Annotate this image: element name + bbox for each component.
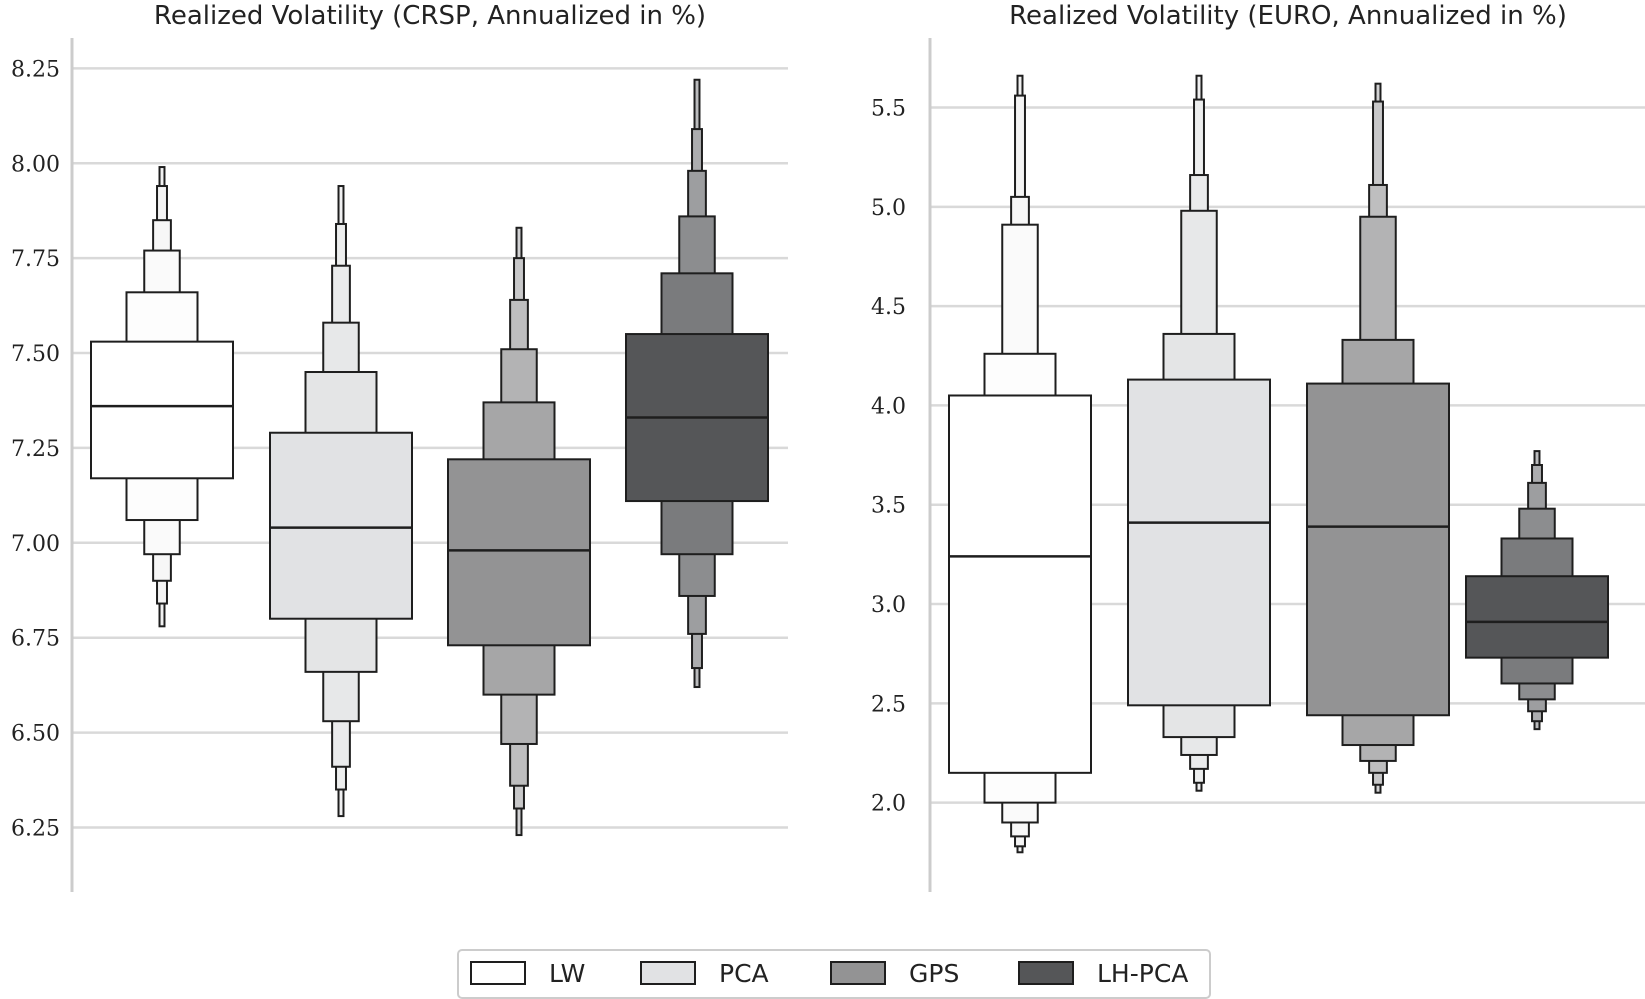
boxen-level-1	[90, 340, 234, 480]
legend-label: PCA	[719, 959, 769, 988]
legend-item-lw: LW	[470, 959, 585, 988]
panel-title: Realized Volatility (CRSP, Annualized in…	[154, 1, 706, 31]
y-tick-label: 8.25	[11, 57, 60, 82]
boxen-series-lw	[90, 166, 234, 628]
boxen-series-lw	[948, 74, 1092, 854]
legend-label: LH-PCA	[1097, 959, 1188, 988]
y-tick-label: 4.0	[871, 394, 906, 419]
y-tick-label: 7.50	[11, 342, 60, 367]
boxen-series-lh-pca	[625, 78, 769, 689]
euro-panel: Realized Volatility (EURO, Annualized in…	[871, 1, 1645, 892]
boxen-series-pca	[269, 185, 413, 818]
y-tick-label: 4.5	[871, 295, 906, 320]
y-tick-label: 6.25	[11, 816, 60, 841]
boxen-level-1	[1127, 378, 1271, 707]
y-tick-label: 5.0	[871, 196, 906, 221]
y-tick-label: 3.5	[871, 494, 906, 519]
y-tick-label: 7.25	[11, 437, 60, 462]
boxen-level-1	[447, 458, 591, 647]
y-tick-label: 6.50	[11, 722, 60, 747]
boxen-series-gps	[447, 226, 591, 837]
panel-title: Realized Volatility (EURO, Annualized in…	[1009, 1, 1567, 31]
legend-swatch	[640, 961, 696, 985]
boxen-series-pca	[1127, 74, 1271, 792]
legend-item-gps: GPS	[830, 959, 959, 988]
y-tick-label: 2.0	[871, 792, 906, 817]
legend-item-lh-pca: LH-PCA	[1018, 959, 1188, 988]
legend-swatch	[1018, 961, 1074, 985]
y-tick-label: 3.0	[871, 593, 906, 618]
y-tick-label: 5.5	[871, 97, 906, 122]
boxen-level-1	[1465, 575, 1609, 659]
y-tick-label: 7.00	[11, 532, 60, 557]
y-tick-label: 8.00	[11, 152, 60, 177]
boxen-series-lh-pca	[1465, 450, 1609, 731]
legend-swatch	[830, 961, 886, 985]
y-tick-label: 6.75	[11, 627, 60, 652]
y-tick-label: 7.75	[11, 247, 60, 272]
legend-label: LW	[549, 959, 585, 988]
boxen-level-1	[948, 394, 1092, 774]
crsp-panel: Realized Volatility (CRSP, Annualized in…	[11, 1, 788, 892]
legend-label: GPS	[909, 959, 959, 988]
boxen-level-1	[269, 431, 413, 620]
boxen-level-1	[1306, 382, 1450, 717]
y-tick-label: 2.5	[871, 692, 906, 717]
legend-swatch	[470, 961, 526, 985]
legend: LW PCA GPS LH-PCA	[457, 949, 1211, 999]
legend-item-pca: PCA	[640, 959, 769, 988]
boxen-series-gps	[1306, 82, 1450, 794]
